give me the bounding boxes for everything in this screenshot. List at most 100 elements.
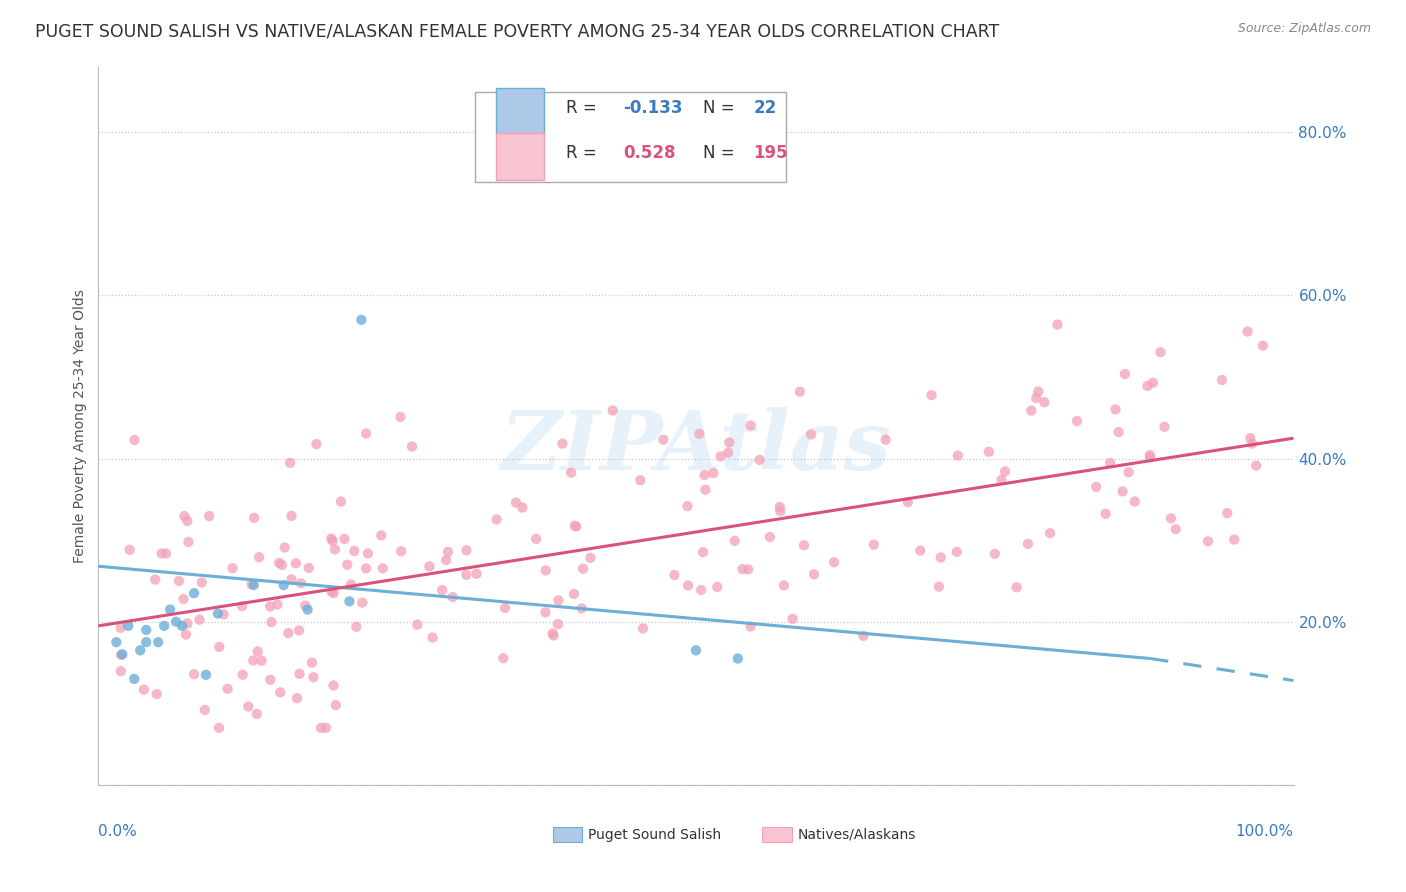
Point [862,538,884,552]
Point [322,678,344,692]
Point [769,500,792,514]
Point [1139,450,1161,464]
Point [321,532,343,546]
Point [717,446,740,460]
Text: R =: R = [565,144,602,161]
Point [135,623,157,637]
Point [294,599,316,613]
Point [465,566,488,581]
Point [277,626,299,640]
Text: 0.528: 0.528 [623,144,675,161]
Point [339,594,361,608]
Point [929,550,952,565]
Point [690,582,713,597]
Point [946,449,969,463]
Point [652,433,675,447]
Point [534,563,557,577]
Point [485,512,508,526]
Point [551,436,574,450]
Point [118,542,141,557]
Point [692,545,714,559]
Point [288,666,311,681]
Point [267,556,290,570]
Point [852,629,875,643]
Point [434,553,457,567]
Point [221,561,243,575]
Point [302,670,325,684]
Text: PUGET SOUND SALISH VS NATIVE/ALASKAN FEMALE POVERTY AMONG 25-34 YEAR OLDS CORREL: PUGET SOUND SALISH VS NATIVE/ALASKAN FEM… [35,22,1000,40]
Point [800,427,823,442]
FancyBboxPatch shape [496,88,544,135]
Text: R =: R = [565,99,602,117]
Point [456,543,478,558]
Point [259,599,281,614]
Point [401,440,423,454]
Point [921,388,943,402]
Point [273,578,295,592]
Point [145,687,167,701]
Point [1033,395,1056,409]
Point [731,562,754,576]
Point [602,403,624,417]
Point [737,562,759,576]
Point [159,602,181,616]
Point [564,518,586,533]
Point [285,691,308,706]
Point [173,509,195,524]
Point [579,550,602,565]
Point [246,644,269,658]
Point [177,535,200,549]
Point [418,559,440,574]
Text: Natives/Alaskans: Natives/Alaskans [797,828,915,841]
Text: ZIPAtlas: ZIPAtlas [501,408,891,487]
Point [301,656,323,670]
FancyBboxPatch shape [475,92,786,182]
Text: N =: N = [703,144,740,161]
Point [541,626,564,640]
Point [718,435,741,450]
Point [1039,526,1062,541]
Point [571,601,593,615]
Point [198,509,221,524]
Point [990,473,1012,487]
Point [321,584,343,599]
Point [437,545,460,559]
Point [727,651,749,665]
Point [1108,425,1130,439]
Point [1019,403,1042,417]
Text: -0.133: -0.133 [623,99,682,117]
Point [176,514,198,528]
Point [977,444,1000,458]
Point [333,532,356,546]
Point [330,494,353,508]
Point [769,504,792,518]
Point [172,592,194,607]
Point [803,567,825,582]
Point [309,721,332,735]
Point [1246,458,1268,473]
Point [325,698,347,712]
FancyBboxPatch shape [496,133,544,180]
Point [1094,507,1116,521]
Point [150,546,173,560]
Point [724,533,747,548]
Point [572,562,595,576]
Point [740,619,762,633]
Point [875,433,897,447]
Point [243,511,266,525]
Point [357,546,380,560]
Point [693,468,716,483]
Text: 195: 195 [754,144,787,161]
Point [456,567,478,582]
Point [1160,511,1182,525]
Point [124,672,146,686]
Point [243,578,266,592]
Point [547,617,569,632]
Point [494,601,516,615]
FancyBboxPatch shape [553,827,582,842]
Point [1223,533,1246,547]
Point [823,555,845,569]
Point [271,558,294,572]
Point [1164,522,1187,536]
Point [273,541,295,555]
